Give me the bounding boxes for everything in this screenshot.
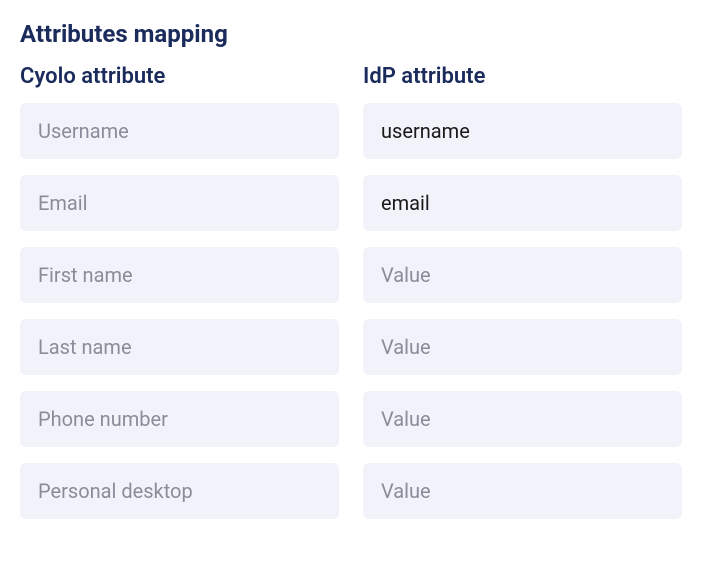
idp-attr-input-2[interactable]	[363, 247, 682, 303]
cyolo-attr-first-name	[20, 247, 339, 303]
idp-attr-input-0[interactable]	[363, 103, 682, 159]
idp-attr-input-3[interactable]	[363, 319, 682, 375]
idp-attr-input-1[interactable]	[363, 175, 682, 231]
idp-attribute-column: IdP attribute	[363, 64, 682, 535]
idp-column-header: IdP attribute	[363, 64, 682, 89]
cyolo-attr-phone-number	[20, 391, 339, 447]
idp-attr-input-5[interactable]	[363, 463, 682, 519]
cyolo-attr-personal-desktop	[20, 463, 339, 519]
cyolo-attribute-column: Cyolo attribute	[20, 64, 339, 535]
section-title: Attributes mapping	[20, 20, 682, 48]
cyolo-attr-username	[20, 103, 339, 159]
mapping-columns: Cyolo attribute IdP attribute	[20, 64, 682, 535]
idp-attr-input-4[interactable]	[363, 391, 682, 447]
cyolo-column-header: Cyolo attribute	[20, 64, 339, 89]
cyolo-attr-last-name	[20, 319, 339, 375]
cyolo-attr-email	[20, 175, 339, 231]
